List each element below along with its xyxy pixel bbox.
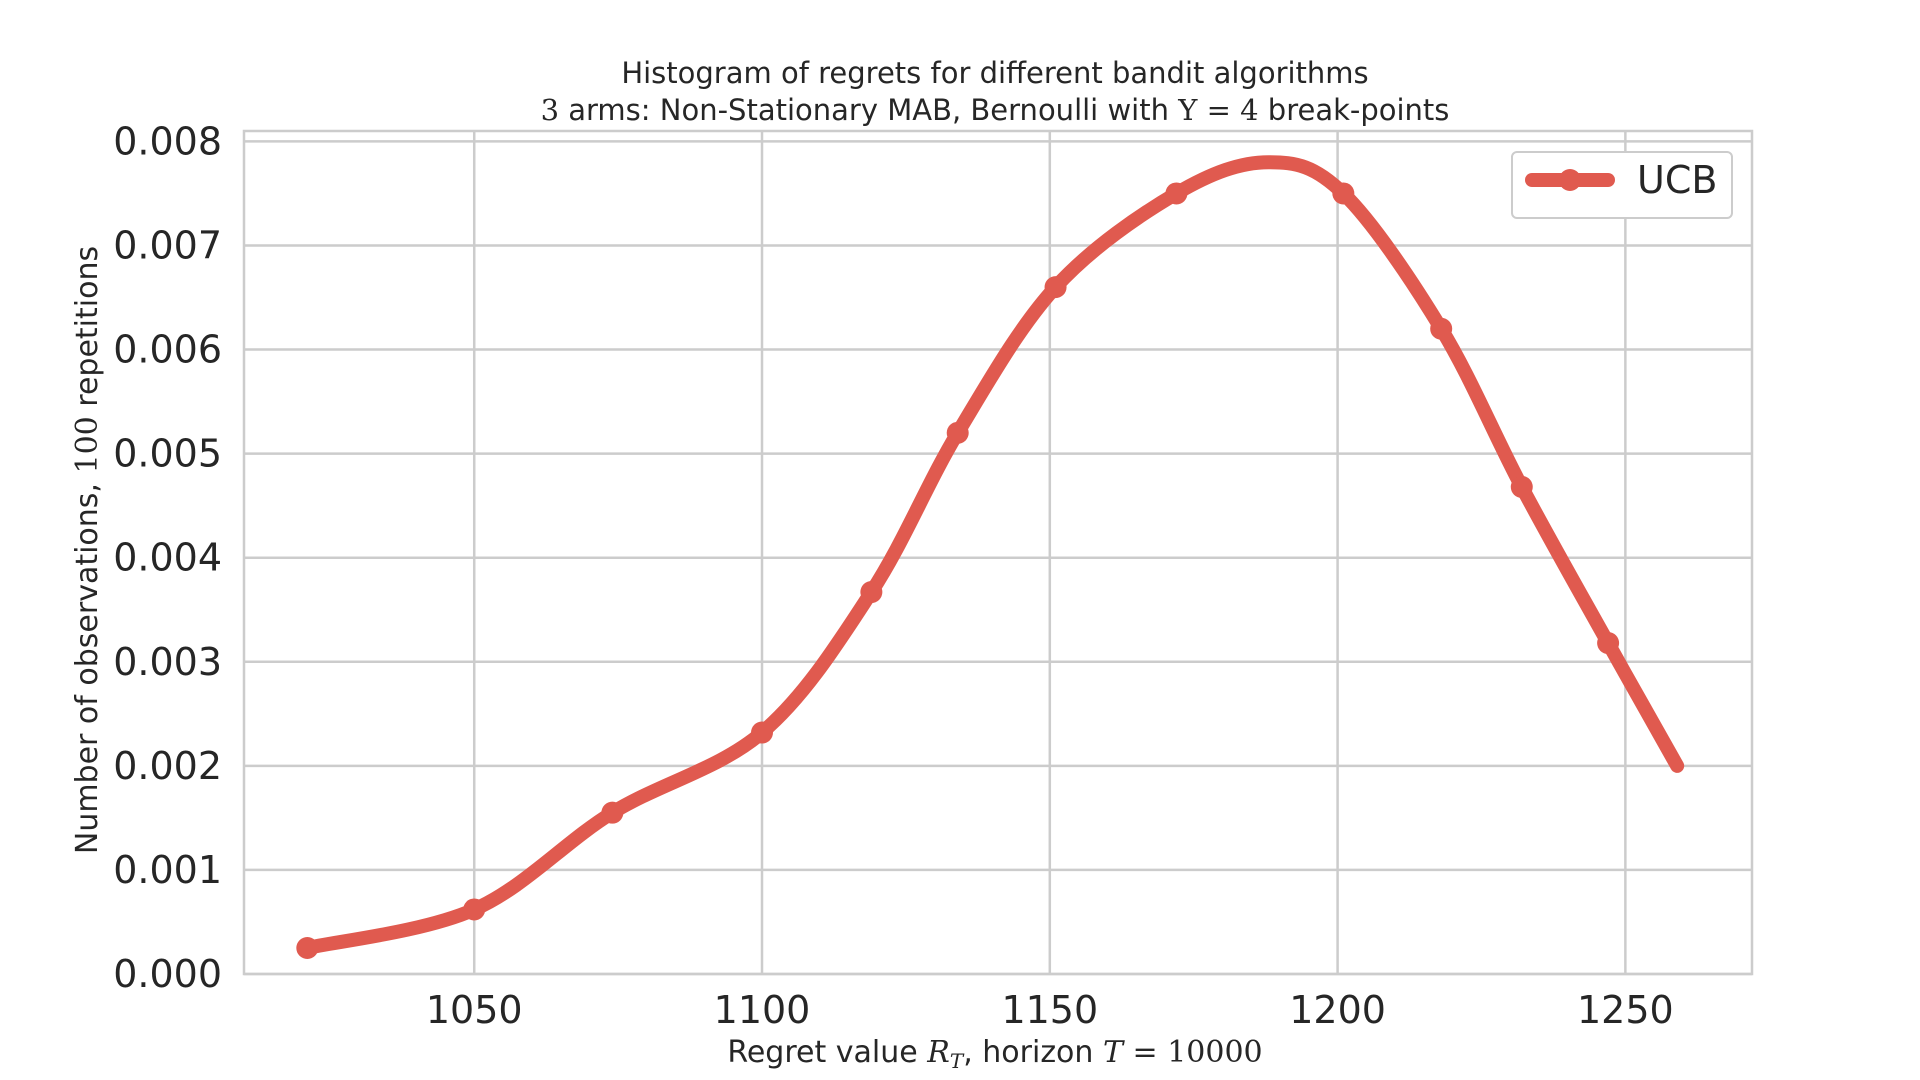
data-point (296, 936, 319, 959)
x-axis-label: Regret value RT, horizon T = 10000 (727, 1035, 1262, 1073)
grid-lines (244, 131, 1752, 976)
x-tick-label: 1250 (1577, 988, 1674, 1032)
y-tick-labels: 0.000 0.001 0.002 0.003 0.004 0.005 0.006 0.007… (113, 119, 222, 996)
y-tick-label: 0.001 (113, 848, 222, 892)
legend-marker-ucb (1559, 169, 1581, 191)
x-tick-label: 1200 (1289, 988, 1386, 1032)
subtitle-arms-count: 3 (541, 93, 559, 127)
data-point (1332, 182, 1355, 205)
plot-frame (242, 129, 1754, 976)
y-tick-label: 0.005 (113, 432, 222, 476)
x-tick-label: 1150 (1001, 988, 1098, 1032)
data-point (1430, 317, 1453, 340)
data-point (601, 801, 624, 824)
y-tick-label: 0.007 (113, 223, 222, 267)
legend-label-ucb: UCB (1637, 158, 1717, 202)
data-point (1597, 632, 1620, 655)
data-point (1044, 276, 1067, 299)
series-line-ucb (300, 155, 1685, 955)
y-tick-label: 0.003 (113, 640, 222, 684)
data-point (751, 721, 774, 744)
legend: UCB (1511, 151, 1733, 219)
chart-subtitle: 3 arms: Non-Stationary MAB, Bernoulli wi… (541, 93, 1450, 127)
x-tick-label: 1050 (426, 988, 523, 1032)
data-point (946, 421, 969, 444)
subtitle-breakpoints-count: 4 (1240, 93, 1258, 127)
y-tick-label: 0.002 (113, 744, 222, 788)
x-tick-labels: 1050 1100 1150 1200 1250 (426, 988, 1674, 1032)
legend-box (1511, 151, 1733, 219)
x-tick-label: 1100 (714, 988, 811, 1032)
series-layer (296, 155, 1685, 959)
y-tick-label: 0.004 (113, 536, 222, 580)
y-axis-label: Number of observations, 100 repetitions (70, 246, 105, 854)
y-tick-label: 0.000 (113, 952, 222, 996)
y-tick-label: 0.008 (113, 119, 222, 163)
data-point (1510, 475, 1533, 498)
upsilon-symbol: Υ (1177, 93, 1198, 127)
data-point (1165, 182, 1188, 205)
data-point (463, 898, 486, 921)
chart-title: Histogram of regrets for different bandi… (621, 56, 1368, 90)
y-tick-label: 0.006 (113, 328, 222, 372)
data-point (860, 581, 883, 604)
